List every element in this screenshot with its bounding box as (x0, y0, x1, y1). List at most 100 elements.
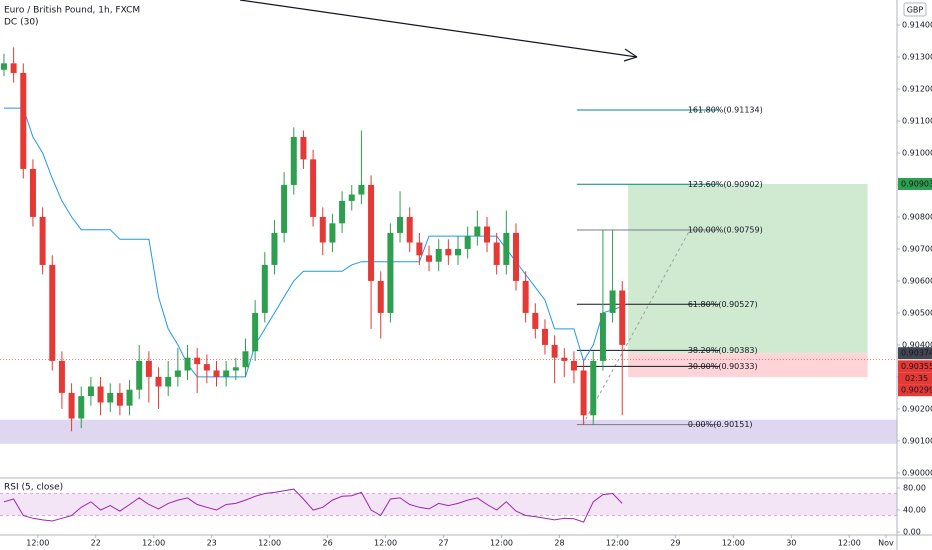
candle-body (223, 370, 230, 377)
candle-body (464, 236, 471, 249)
candle-body (252, 312, 259, 352)
x-tick-label: 27 (438, 539, 448, 548)
x-tick-label: 28 (554, 539, 564, 548)
candle-body (455, 248, 462, 256)
x-tick-label: 29 (670, 539, 680, 548)
candle-body (261, 264, 268, 313)
candle-body (29, 168, 36, 217)
candle-body (493, 242, 500, 265)
y-tick-label: 0.90100 (902, 436, 932, 445)
countdown-bg (898, 372, 932, 385)
candle-body (271, 232, 278, 265)
candle-body (522, 280, 529, 313)
candle-body (426, 255, 433, 262)
candle-body (49, 264, 56, 361)
x-tick-label: 12:00 (374, 539, 397, 548)
candle-body (300, 136, 307, 160)
candle-body (68, 392, 75, 419)
candle-body (561, 357, 568, 361)
candle-body (242, 351, 249, 368)
y-tick-label: 0.91200 (902, 84, 932, 93)
currency-box[interactable] (903, 2, 927, 17)
candle-body (406, 216, 413, 243)
rsi-line (3, 488, 623, 523)
candle-body (416, 242, 423, 256)
entry-label: 0.90374 (901, 349, 932, 358)
y-tick-label: 0.91000 (902, 148, 932, 157)
candle-body (619, 290, 626, 345)
candle-body (348, 194, 355, 201)
currency-label: GBP (907, 6, 924, 15)
candle-body (0, 63, 7, 70)
candle-body (39, 216, 46, 265)
candle-body (290, 136, 297, 185)
support-zone (0, 419, 897, 444)
x-tick-label: 12:00 (606, 539, 629, 548)
x-tick-label: 12:00 (838, 539, 861, 548)
fib-trendline (582, 229, 691, 425)
candle-body (165, 376, 172, 387)
rsi-y-tick-label: 0.00 (903, 528, 921, 537)
y-tick-label: 0.90200 (902, 404, 932, 413)
candle-body (474, 226, 481, 237)
x-tick-label: 12:00 (490, 539, 513, 548)
candle-body (358, 184, 365, 195)
candle-body (319, 216, 326, 243)
candle-body (590, 360, 597, 416)
x-tick-label: Nov (878, 539, 894, 548)
rsi-y-tick-label: 40.00 (903, 506, 926, 515)
candle-body (20, 72, 27, 169)
candle-body (310, 159, 317, 217)
y-tick-label: 0.90600 (902, 276, 932, 285)
candle-body (126, 389, 133, 406)
indicator-label: DC (30) (4, 18, 39, 28)
candle-body (483, 226, 490, 243)
y-tick-label: 0.91300 (902, 52, 932, 61)
candle-body (377, 280, 384, 313)
target-label-bg (898, 177, 932, 190)
candle-body (503, 232, 510, 265)
candle-body (10, 63, 17, 73)
fib-label: 100.00%(0.90759) (688, 226, 763, 235)
y-tick-label: 0.90800 (902, 212, 932, 221)
x-tick-label: 30 (786, 539, 796, 548)
candle-body (184, 357, 191, 371)
y-tick-label: 0.90400 (902, 340, 932, 349)
candle-body (532, 312, 539, 329)
target-label: 0.90903 (901, 179, 932, 188)
candle-body (387, 232, 394, 313)
candle-body (445, 248, 452, 256)
x-tick-label: 26 (323, 539, 333, 548)
candle-body (435, 248, 442, 262)
rsi-y-tick-label: 80.00 (903, 484, 926, 493)
x-tick-label: 23 (207, 539, 217, 548)
candle-body (551, 344, 558, 358)
fib-label: 161.80%(0.91134) (688, 106, 763, 115)
x-tick-label: 22 (91, 539, 101, 548)
countdown: 02:35 (905, 374, 928, 383)
rsi-band (0, 493, 897, 516)
candle-body (136, 360, 143, 390)
fib-label: 0.00%(0.90151) (688, 420, 753, 429)
candle-body (203, 364, 210, 371)
trend-arrow (239, 0, 638, 58)
candle-body (78, 396, 85, 419)
y-tick-label: 0.90500 (902, 308, 932, 317)
x-tick-label: 12:00 (722, 539, 745, 548)
stop-label-bg (898, 384, 932, 397)
x-tick-label: 12:00 (142, 539, 165, 548)
y-tick-label: 0.90700 (902, 244, 932, 253)
profit-zone (628, 183, 868, 354)
fib-label: 30.00%(0.90333) (688, 362, 758, 371)
candle-body (213, 370, 220, 377)
entry-label-bg (898, 347, 932, 360)
x-tick-label: 12:00 (26, 539, 49, 548)
candle-body (174, 370, 181, 377)
candle-body (281, 184, 288, 233)
candle-body (97, 386, 104, 403)
candle-body (87, 386, 94, 397)
last-price-label: 0.90355 (901, 362, 932, 371)
plot: 161.80%(0.91134) 123.60%(0.90902) 100.00%(… (0, 47, 897, 523)
